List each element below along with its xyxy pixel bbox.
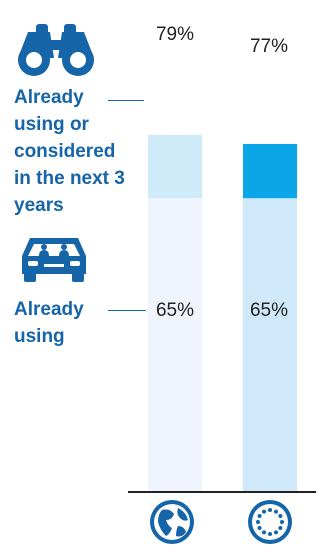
globe-icon xyxy=(150,500,194,544)
eu-flag-icon xyxy=(248,500,292,544)
data-label-europe-using: 65% xyxy=(249,300,289,321)
data-label-europe-top: 77% xyxy=(249,36,289,57)
bar-considered-europe xyxy=(243,143,297,199)
data-label-global-using: 65% xyxy=(155,300,195,321)
bar-using-europe xyxy=(243,198,297,492)
car-icon xyxy=(22,238,86,282)
bar-considered-global xyxy=(148,134,202,199)
label-using: Already using xyxy=(14,299,84,347)
bar-using-global xyxy=(148,198,202,492)
leader-using xyxy=(108,310,146,311)
data-label-global-top: 79% xyxy=(155,24,195,45)
label-considered: Already using or considered in the next … xyxy=(14,87,125,216)
leader-considered xyxy=(108,100,144,101)
binoculars-icon xyxy=(18,24,94,76)
